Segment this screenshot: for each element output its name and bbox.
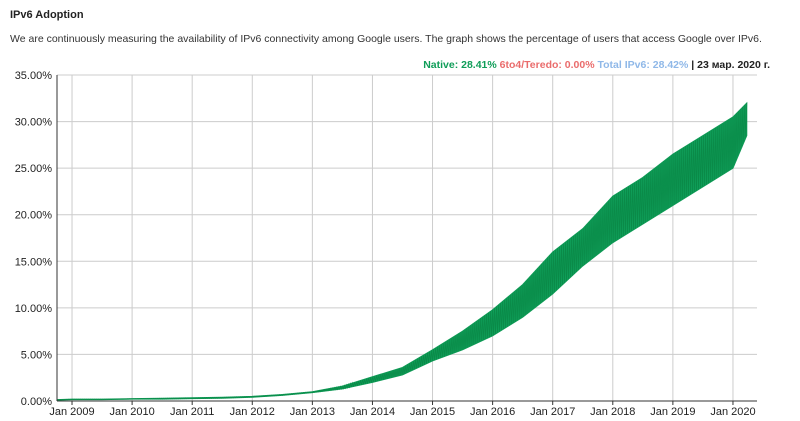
chart-grid xyxy=(57,74,757,402)
chart-legend: Native: 28.41% 6to4/Teredo: 0.00% Total … xyxy=(423,59,770,71)
series-native-line xyxy=(56,102,748,401)
x-tick-label: Jan 2010 xyxy=(109,406,154,418)
x-tick-label: Jan 2013 xyxy=(290,406,335,418)
chart-tick-labels: 0.00% 5.00% 10.00% 15.00% 20.00% 25.00% 30.00%… xyxy=(15,70,756,418)
legend-native: Native: 28.41% xyxy=(423,59,497,71)
x-tick-label: Jan 2020 xyxy=(710,406,755,418)
y-tick-label: 25.00% xyxy=(15,163,53,175)
x-tick-label: Jan 2014 xyxy=(350,406,395,418)
chart-series xyxy=(56,101,748,401)
x-tick-label: Jan 2016 xyxy=(470,406,515,418)
x-tick-label: Jan 2011 xyxy=(170,406,214,418)
x-tick-label: Jan 2017 xyxy=(530,406,575,418)
legend-separator: | xyxy=(691,59,695,71)
page-description: We are continuously measuring the availa… xyxy=(10,33,762,45)
x-tick-label: Jan 2019 xyxy=(650,406,695,418)
y-tick-label: 30.00% xyxy=(15,117,53,129)
y-tick-label: 20.00% xyxy=(15,210,53,222)
x-tick-label: Jan 2018 xyxy=(590,406,635,418)
chart-axes xyxy=(56,75,757,405)
x-tick-label: Jan 2012 xyxy=(230,406,275,418)
x-tick-label: Jan 2009 xyxy=(49,406,94,418)
y-tick-label: 15.00% xyxy=(15,256,53,268)
x-tick-label: Jan 2015 xyxy=(410,406,455,418)
page-title: IPv6 Adoption xyxy=(10,9,84,21)
series-native-band xyxy=(56,101,748,401)
legend-6to4-teredo: 6to4/Teredo: 0.00% xyxy=(499,59,595,71)
legend-date: 23 мар. 2020 г. xyxy=(697,59,770,71)
y-tick-label: 5.00% xyxy=(21,349,52,361)
legend-total-ipv6: Total IPv6: 28.42% xyxy=(597,59,689,71)
y-tick-label: 35.00% xyxy=(15,70,53,82)
y-tick-label: 10.00% xyxy=(15,303,53,315)
y-tick-label: 0.00% xyxy=(21,396,52,408)
